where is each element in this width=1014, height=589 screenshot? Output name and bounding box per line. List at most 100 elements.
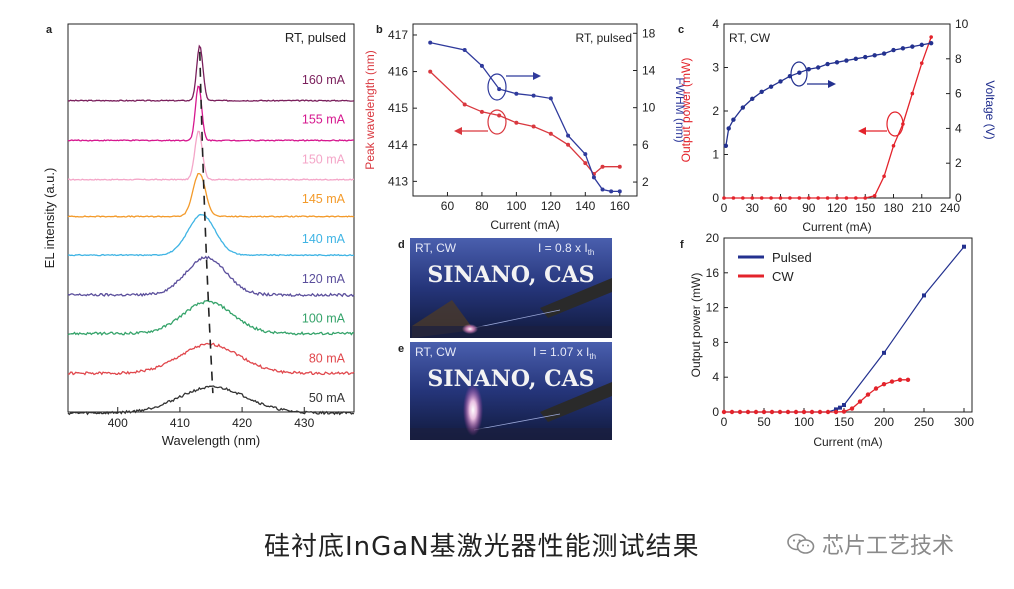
ytick-label: 3 — [712, 61, 719, 75]
el-spectrum-label: 140 mA — [302, 232, 346, 246]
cw-point — [737, 409, 743, 415]
el-spectrum-label: 145 mA — [302, 192, 346, 206]
voltage-point — [726, 126, 731, 131]
voltage-arrowhead — [828, 80, 836, 88]
voltage-point — [900, 46, 906, 51]
xtick-label: 250 — [914, 415, 934, 429]
fwhm-arrowhead — [533, 72, 541, 80]
photo-d-current: I = 0.8 x Ith — [538, 241, 594, 257]
cw-point — [825, 409, 831, 415]
panel-a-xtick-label: 420 — [232, 416, 252, 430]
ytick-label: 16 — [706, 266, 720, 280]
panel-a-annotation: RT, pulsed — [285, 30, 346, 45]
peak-wavelength-point — [514, 120, 519, 125]
y2tick-label: 10 — [642, 101, 656, 115]
photo-d-condition: RT, CW — [415, 241, 457, 255]
cw-line — [724, 379, 908, 413]
watermark-text: 芯片工艺技术 — [822, 534, 955, 559]
peak-wavelength-point — [583, 161, 588, 166]
xtick-label: 180 — [883, 201, 903, 215]
fwhm-point — [479, 63, 484, 68]
ytick-label: 413 — [388, 174, 408, 188]
output-power-point — [872, 194, 877, 198]
ytick-label: 417 — [388, 28, 408, 42]
panel-f-frame — [723, 237, 973, 413]
xtick-label: 30 — [746, 201, 760, 215]
xtick-label: 50 — [757, 415, 771, 429]
fwhm-point — [617, 189, 622, 194]
ytick-label: 1 — [712, 148, 719, 162]
peak-shift-dashed-line — [199, 51, 214, 394]
el-spectrum-curve — [67, 255, 355, 298]
output-power-point — [891, 144, 896, 148]
legend-label: CW — [772, 269, 794, 284]
pulsed-line — [724, 246, 965, 413]
fwhm-point — [591, 175, 596, 180]
panel-f-label: f — [680, 239, 684, 251]
voltage-point — [910, 44, 915, 49]
panel-c-y2label: Voltage (V) — [983, 80, 997, 139]
wechat-icon — [786, 532, 816, 556]
panel-c-label: c — [678, 24, 684, 36]
fwhm-point — [428, 40, 433, 45]
el-spectrum-curve — [67, 85, 355, 142]
pulsed-point — [834, 407, 838, 412]
panel-c: c RT, CW 0 30 60 90 120 150 180 210 240012340246… — [678, 17, 997, 234]
y2tick-label: 4 — [955, 121, 962, 135]
xtick-label: 60 — [441, 199, 455, 213]
xtick-label: 60 — [774, 201, 788, 215]
output-power-point — [797, 196, 802, 200]
ytick-label: 20 — [706, 231, 720, 245]
photo-d-text: SINANO, CAS — [427, 262, 594, 288]
cw-point — [721, 409, 727, 415]
xtick-label: 100 — [794, 415, 814, 429]
panel-f: f 0 50 100 150 200 250 300 0 4 8 12 16 20 Pulsed CW C… — [680, 231, 974, 449]
fwhm-point — [514, 91, 519, 96]
voltage-point — [919, 42, 924, 48]
fwhm-point — [497, 87, 502, 92]
y2tick-label: 6 — [955, 87, 962, 101]
panel-a-label: a — [46, 24, 53, 36]
voltage-point — [815, 65, 821, 70]
cw-point — [889, 379, 895, 384]
output-power-point — [825, 196, 830, 200]
fwhm-point — [462, 48, 467, 53]
peak-wavelength-point — [479, 109, 484, 114]
photo-e-emission — [463, 384, 483, 436]
y2tick-label: 18 — [642, 26, 656, 40]
voltage-point — [750, 96, 755, 102]
el-spectrum-label: 155 mA — [302, 113, 346, 127]
peak-wavelength-point — [497, 113, 502, 118]
photo-d-stage — [410, 326, 612, 338]
el-spectrum-curve — [67, 385, 355, 416]
wavelength-marker-ellipse — [487, 109, 507, 135]
figure-caption: 硅衬底InGaN基激光器性能测试结果 — [264, 532, 700, 562]
y2tick-label: 6 — [642, 138, 649, 152]
voltage-point — [853, 56, 859, 61]
xtick-label: 140 — [575, 199, 595, 213]
output-power-point — [929, 35, 933, 39]
pulsed-point — [838, 405, 842, 410]
xtick-label: 300 — [954, 415, 974, 429]
voltage-point — [806, 67, 811, 72]
xtick-label: 150 — [855, 201, 875, 215]
panel-c-annotation: RT, CW — [729, 31, 771, 45]
output-power-point — [750, 196, 755, 200]
panel-e-label: e — [398, 343, 404, 355]
cw-point — [841, 409, 847, 414]
output-power-line — [724, 36, 932, 199]
ytick-label: 4 — [712, 17, 719, 31]
voltage-point — [928, 40, 934, 46]
photo-d-emission — [462, 324, 478, 334]
output-power-point — [769, 196, 773, 200]
voltage-point — [723, 143, 729, 148]
xtick-label: 80 — [475, 199, 489, 213]
fwhm-marker-ellipse — [487, 73, 507, 101]
photo-e-needle — [473, 413, 561, 431]
photo-e-condition: RT, CW — [415, 345, 457, 359]
peak-wavelength-point — [531, 124, 536, 129]
voltage-point — [881, 51, 887, 56]
el-spectrum-label: 100 mA — [302, 312, 346, 326]
voltage-point — [863, 54, 868, 60]
voltage-point — [778, 79, 783, 84]
